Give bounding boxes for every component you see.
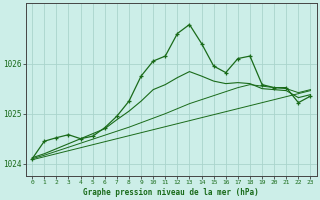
X-axis label: Graphe pression niveau de la mer (hPa): Graphe pression niveau de la mer (hPa) [84,188,259,197]
